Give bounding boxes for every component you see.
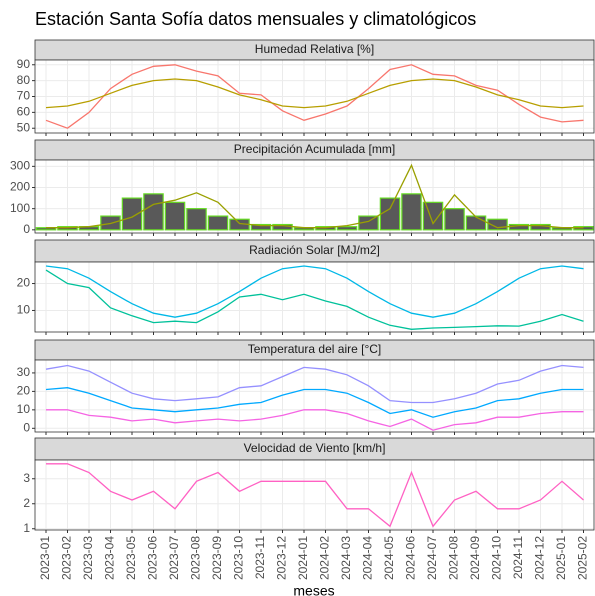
x-tick-label: 2024-08: [447, 536, 461, 580]
bar: [401, 193, 422, 231]
y-tick-label: 50: [17, 120, 31, 134]
panel-bg: [35, 460, 594, 530]
panel-title: Temperatura del aire [°C]: [248, 342, 382, 356]
y-tick-label: 2: [23, 496, 30, 510]
panel-title: Precipitación Acumulada [mm]: [234, 142, 395, 156]
bar: [250, 223, 272, 231]
y-tick-label: 3: [23, 471, 30, 485]
y-tick-label: 20: [17, 384, 31, 398]
x-tick-label: 2024-10: [490, 536, 504, 580]
line: [45, 364, 584, 404]
y-tick-label: 30: [17, 365, 31, 379]
line: [45, 387, 584, 418]
bar: [379, 197, 401, 231]
bar: [444, 208, 465, 231]
line: [46, 409, 584, 431]
bar: [143, 193, 164, 231]
x-tick-label: 2024-09: [468, 536, 482, 580]
x-tick-label: 2023-10: [232, 536, 246, 580]
x-tick-label: 2023-12: [275, 536, 289, 580]
bar: [186, 208, 207, 231]
x-tick-label: 2023-04: [103, 536, 117, 580]
panel-title: Radiación Solar [MJ/m2]: [249, 243, 380, 257]
line: [46, 463, 584, 528]
x-tick-label: 2023-06: [146, 536, 160, 580]
x-tick-label: 2023-02: [60, 536, 74, 580]
line: [45, 269, 584, 330]
x-tick-label: 2024-03: [339, 536, 353, 580]
panel-border: [34, 59, 595, 134]
bar: [336, 226, 358, 231]
x-tick-label: 2024-07: [425, 536, 439, 580]
x-tick-label: 2024-01: [296, 536, 310, 580]
y-tick-label: 200: [10, 180, 30, 194]
x-tick-label: 2025-02: [576, 536, 590, 580]
x-tick-label: 2024-02: [318, 536, 332, 580]
x-tick-label: 2023-03: [81, 536, 95, 580]
y-tick-label: 10: [17, 303, 31, 317]
y-tick-label: 300: [10, 159, 30, 173]
line: [45, 265, 584, 318]
x-tick-label: 2023-11: [253, 536, 267, 579]
y-tick-label: 0: [23, 222, 30, 236]
panel-title: Velocidad de Viento [km/h]: [244, 441, 386, 455]
x-tick-label: 2025-01: [554, 536, 568, 580]
x-axis-title: meses: [293, 583, 334, 596]
y-tick-label: 80: [17, 73, 31, 87]
x-tick-label: 2023-09: [210, 536, 224, 580]
panel-border: [34, 261, 595, 333]
bar: [465, 215, 487, 231]
panel-border: [34, 459, 595, 531]
line: [45, 64, 584, 129]
line: [45, 78, 584, 109]
x-tick-label: 2023-01: [38, 536, 52, 580]
x-tick-label: 2024-06: [404, 536, 418, 580]
line: [46, 163, 584, 229]
bar: [487, 218, 508, 231]
x-tick-label: 2024-04: [361, 536, 375, 580]
bar: [207, 215, 229, 231]
x-tick-label: 2024-11: [511, 536, 525, 579]
chart-title: Estación Santa Sofía datos mensuales y c…: [35, 9, 476, 29]
y-tick-label: 60: [17, 105, 31, 119]
bar: [164, 201, 186, 231]
x-tick-label: 2024-05: [382, 536, 396, 580]
x-tick-label: 2023-05: [124, 536, 138, 580]
y-tick-label: 0: [23, 420, 30, 434]
panel-border: [34, 359, 595, 433]
y-tick-label: 90: [17, 57, 31, 71]
x-tick-label: 2023-08: [189, 536, 203, 580]
bar: [121, 197, 143, 231]
y-tick-label: 1: [23, 521, 30, 535]
panel-border: [34, 159, 595, 234]
x-tick-label: 2023-07: [167, 536, 181, 580]
panel-title: Humedad Relativa [%]: [255, 42, 374, 56]
y-tick-label: 100: [10, 201, 30, 215]
panel-bg: [35, 360, 594, 432]
x-tick-label: 2024-12: [533, 536, 547, 580]
y-tick-label: 70: [17, 89, 31, 103]
y-tick-label: 10: [17, 402, 31, 416]
y-tick-label: 20: [17, 276, 31, 290]
